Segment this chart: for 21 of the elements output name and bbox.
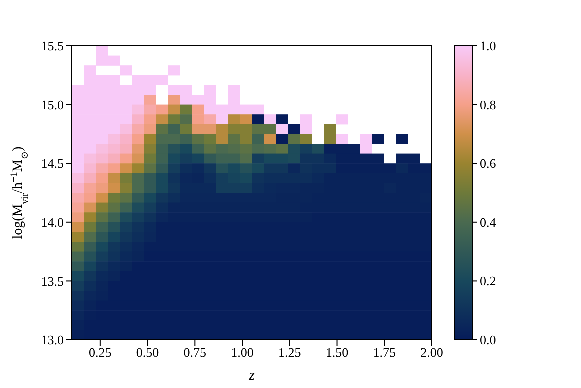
y-tick-label: 14.5: [41, 156, 64, 172]
color-bar-label: 1.0: [480, 38, 496, 54]
y-tick-label: 15.5: [41, 38, 64, 54]
x-tick-label: 0.75: [184, 345, 207, 360]
color-bar-label: 0.6: [480, 156, 497, 172]
color-bar-label: 0.2: [480, 274, 496, 289]
x-tick-label: 1.50: [326, 345, 349, 360]
y-tick-label: 15.0: [41, 97, 64, 112]
color-bar-label: 0.4: [480, 214, 497, 230]
x-tick-label: 2.00: [420, 345, 444, 360]
y-tick-label: 13.5: [41, 274, 64, 289]
x-tick-label: 0.25: [89, 345, 112, 360]
y-tick-label: 14.0: [41, 215, 64, 230]
y-tick-label: 13.0: [41, 332, 64, 348]
x-tick-label: 1.75: [373, 345, 396, 360]
color-bar-label: 0.0: [480, 332, 496, 348]
color-bar-label: 0.8: [480, 97, 496, 112]
x-tick-label: 0.50: [136, 345, 160, 360]
x-tick-label: 1.00: [231, 345, 254, 360]
x-axis-title: z: [248, 368, 256, 384]
x-tick-label: 1.25: [278, 345, 302, 360]
